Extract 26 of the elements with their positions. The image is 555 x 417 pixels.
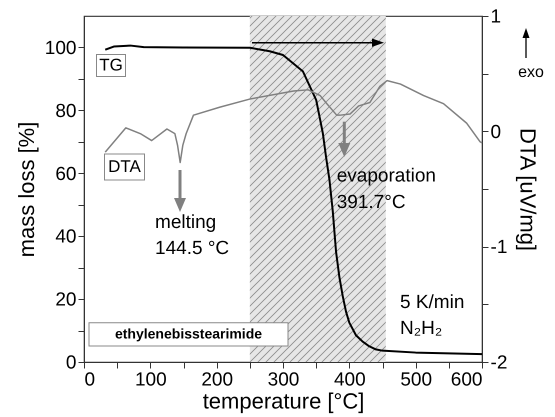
y-tick-label: 60	[55, 164, 76, 185]
x-axis-title: temperature [°C]	[202, 388, 364, 414]
annotation: evaporation 391.7°C	[336, 166, 436, 213]
annotation: 5 K/min N₂H₂	[400, 292, 464, 340]
x-tick-label: 200	[201, 370, 234, 390]
y-axis-title: mass loss [%]	[14, 122, 39, 258]
y2-axis-title: DTA [uV/mg]	[515, 128, 540, 252]
y2-tick-label: 0	[490, 122, 502, 143]
y-tick-label: 20	[55, 290, 76, 311]
y2-tick-label: -2	[490, 352, 508, 374]
x-tick-label: 300	[268, 370, 300, 390]
y-tick-label: 40	[55, 226, 76, 248]
x-tick-label: 600	[450, 370, 482, 390]
y2-tick-label: -1	[490, 237, 508, 258]
y2-tick-label: 1	[490, 6, 502, 28]
series-label: DTA	[108, 157, 142, 176]
annotation: melting 144.5 °C	[155, 212, 230, 260]
x-tick-label: 100	[134, 370, 167, 390]
x-tick-label: 0	[84, 370, 96, 390]
annotation: ethylenebisstearimide	[114, 326, 262, 342]
x-tick-label: 400	[334, 370, 366, 390]
y-tick-label: 0	[66, 352, 76, 374]
text: exo	[518, 64, 544, 81]
y-tick-label: 100	[44, 38, 76, 59]
y-tick-label: 80	[55, 100, 76, 122]
x-tick-label: 500	[400, 370, 432, 390]
